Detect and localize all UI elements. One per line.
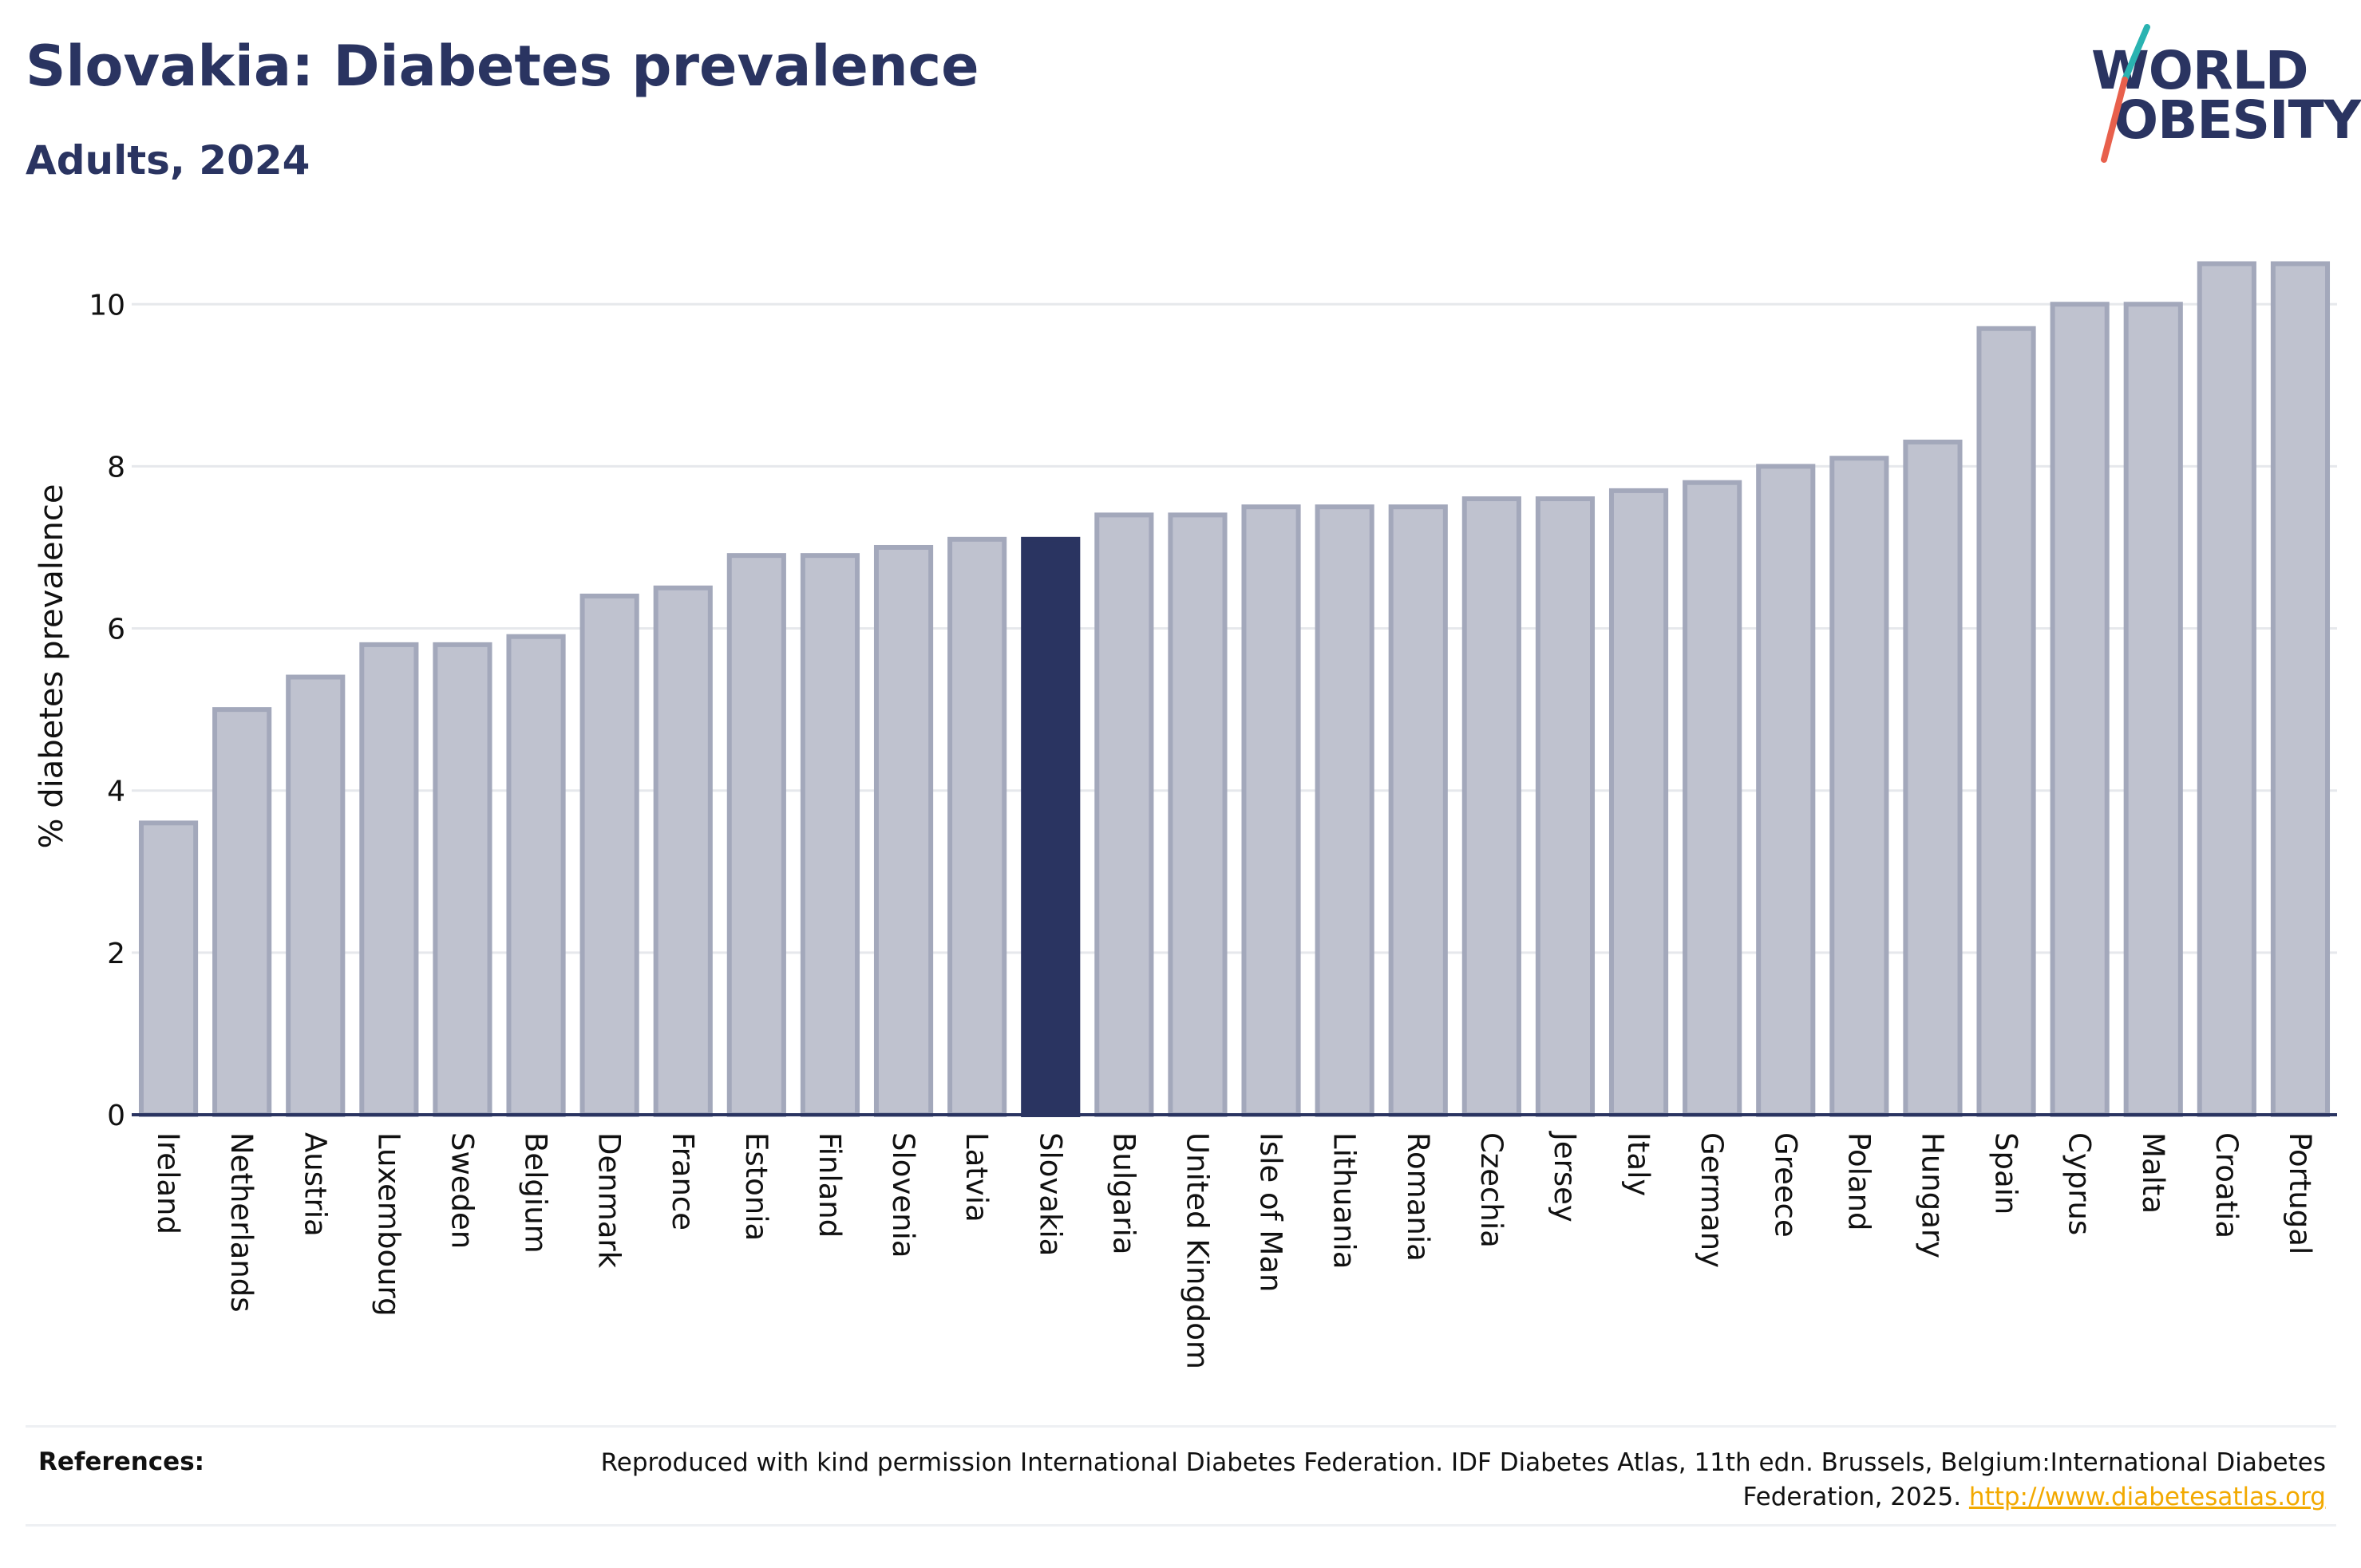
bar-latvia[interactable] [947, 536, 1007, 1117]
bar-luxembourg[interactable] [359, 642, 419, 1117]
references-text: Reproduced with kind permission Internat… [570, 1446, 2326, 1515]
bar-cyprus[interactable] [2050, 302, 2110, 1117]
bar-portugal[interactable] [2270, 261, 2331, 1118]
page-subtitle: Adults, 2024 [26, 137, 310, 184]
y-tick-label: 10 [89, 289, 125, 322]
bar-sweden[interactable] [433, 642, 492, 1117]
x-tick-label: Sweden [445, 1132, 479, 1249]
x-tick-label: Czechia [1474, 1132, 1509, 1248]
references-divider-bottom [26, 1524, 2336, 1527]
bar-isle-of-man[interactable] [1241, 504, 1301, 1117]
references-label: References: [38, 1448, 205, 1476]
bar-poland[interactable] [1829, 456, 1889, 1117]
bar-france[interactable] [653, 585, 713, 1117]
x-tick-label: Romania [1401, 1132, 1435, 1262]
bar-slovakia[interactable] [1021, 536, 1081, 1117]
references-divider-top [26, 1425, 2336, 1428]
logo-text-obesity: OBESITY [2114, 89, 2361, 151]
bar-united-kingdom[interactable] [1168, 512, 1228, 1117]
x-tick-label: Hungary [1915, 1132, 1949, 1258]
x-tick-label: Denmark [592, 1132, 627, 1269]
x-tick-label: Ireland [151, 1132, 185, 1234]
y-tick-label: 2 [107, 938, 125, 970]
bar-netherlands[interactable] [212, 707, 272, 1117]
y-tick-label: 6 [107, 614, 125, 646]
bar-austria[interactable] [286, 674, 346, 1117]
bar-romania[interactable] [1388, 504, 1448, 1117]
x-tick-label: Finland [813, 1132, 847, 1238]
x-tick-label: Bulgaria [1106, 1132, 1141, 1254]
x-tick-label: Austria [298, 1132, 332, 1237]
references-link[interactable]: http://www.diabetesatlas.org [1968, 1483, 2326, 1511]
x-tick-label: France [666, 1132, 700, 1230]
logo-slash-icon [2101, 24, 2150, 163]
references-citation: Reproduced with kind permission Internat… [600, 1448, 2326, 1511]
bar-germany[interactable] [1683, 480, 1742, 1117]
bar-czechia[interactable] [1461, 496, 1521, 1117]
bar-hungary[interactable] [1903, 439, 1963, 1117]
bar-italy[interactable] [1608, 488, 1669, 1117]
x-tick-label: Isle of Man [1254, 1132, 1288, 1292]
bar-bulgaria[interactable] [1094, 512, 1154, 1117]
bar-belgium[interactable] [506, 634, 566, 1117]
x-tick-label: Cyprus [2062, 1132, 2097, 1235]
x-tick-label: Poland [1841, 1132, 1876, 1231]
x-tick-label: Lithuania [1327, 1132, 1362, 1269]
x-tick-label: Croatia [2209, 1132, 2244, 1238]
bar-greece[interactable] [1756, 464, 1816, 1117]
x-tick-label: Germany [1695, 1132, 1729, 1268]
bar-estonia[interactable] [726, 553, 786, 1117]
x-tick-label: Luxembourg [371, 1132, 405, 1317]
x-tick-label: Jersey [1548, 1131, 1582, 1222]
bar-ireland[interactable] [138, 820, 199, 1118]
bar-spain[interactable] [1976, 326, 2036, 1117]
axes: 0 2 4 6 8 10 Ireland Netherlands Austria Luxembou… [89, 289, 2337, 1369]
bar-finland[interactable] [800, 553, 860, 1117]
x-tick-label: United Kingdom [1180, 1132, 1214, 1369]
bar-croatia[interactable] [2197, 261, 2256, 1118]
page-title: Slovakia: Diabetes prevalence [26, 34, 979, 99]
x-tick-label: Belgium [519, 1132, 553, 1254]
y-tick-label: 8 [107, 451, 125, 484]
x-tick-label: Malta [2136, 1132, 2170, 1214]
x-tick-label: Spain [1989, 1132, 2023, 1215]
bar-malta[interactable] [2123, 302, 2183, 1117]
bar-slovenia[interactable] [873, 544, 934, 1117]
x-tick-label: Greece [1768, 1132, 1802, 1238]
x-tick-label: Italy [1621, 1132, 1655, 1196]
y-tick-label: 4 [107, 776, 125, 808]
x-tick-label: Portugal [2283, 1132, 2317, 1254]
y-tick-label: 0 [107, 1100, 125, 1132]
bar-chart: 0 2 4 6 8 10 Ireland Netherlands Austria Luxembou… [34, 261, 2337, 1369]
x-tick-label: Latvia [959, 1132, 994, 1222]
bar-jersey[interactable] [1535, 496, 1596, 1117]
x-tick-label: Estonia [739, 1132, 773, 1241]
bar-denmark[interactable] [579, 593, 639, 1117]
bar-lithuania[interactable] [1315, 504, 1374, 1117]
grid-lines [132, 302, 2337, 954]
y-axis-label: % diabetes prevalence [34, 484, 70, 848]
world-obesity-logo[interactable]: WORLD OBESITY [2075, 24, 2361, 168]
x-tick-label: Netherlands [224, 1132, 259, 1313]
bars [138, 261, 2331, 1118]
x-tick-label: Slovakia [1033, 1132, 1067, 1256]
x-tick-label: Slovenia [886, 1132, 920, 1258]
